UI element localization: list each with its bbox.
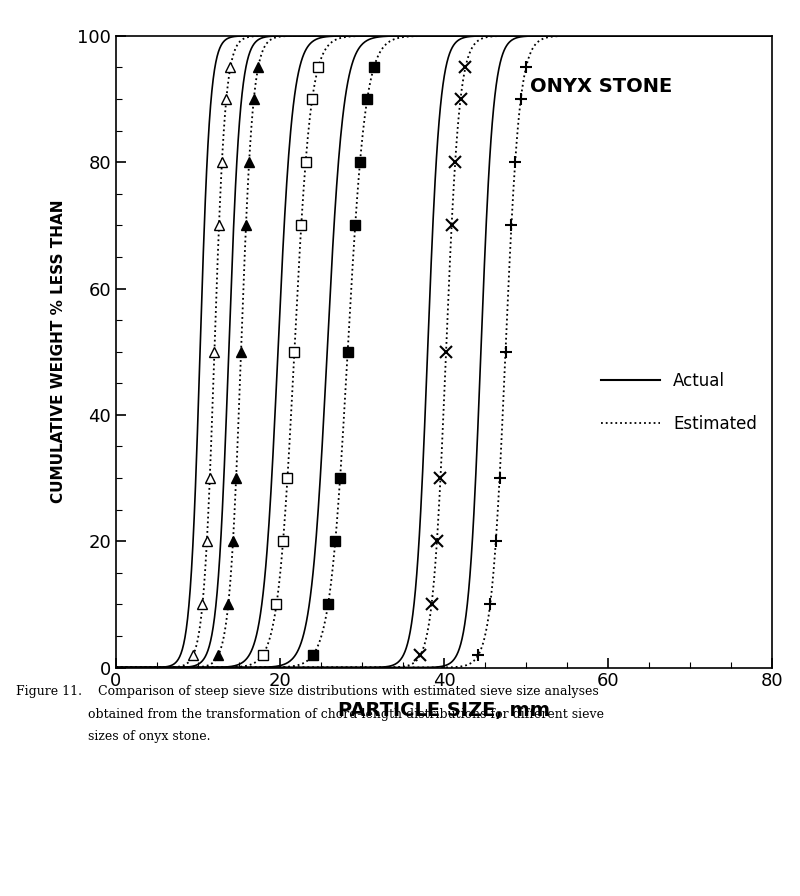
X-axis label: PARTICLE SIZE, mm: PARTICLE SIZE, mm <box>338 702 550 720</box>
Text: obtained from the transformation of chord-length distributions for different sie: obtained from the transformation of chor… <box>16 708 604 721</box>
Text: ONYX STONE: ONYX STONE <box>530 77 673 96</box>
Text: sizes of onyx stone.: sizes of onyx stone. <box>16 730 210 744</box>
Text: Figure 11.    Comparison of steep sieve size distributions with estimated sieve : Figure 11. Comparison of steep sieve siz… <box>16 685 598 699</box>
Legend: Actual, Estimated: Actual, Estimated <box>594 365 764 439</box>
Y-axis label: CUMULATIVE WEIGHT % LESS THAN: CUMULATIVE WEIGHT % LESS THAN <box>51 200 66 504</box>
